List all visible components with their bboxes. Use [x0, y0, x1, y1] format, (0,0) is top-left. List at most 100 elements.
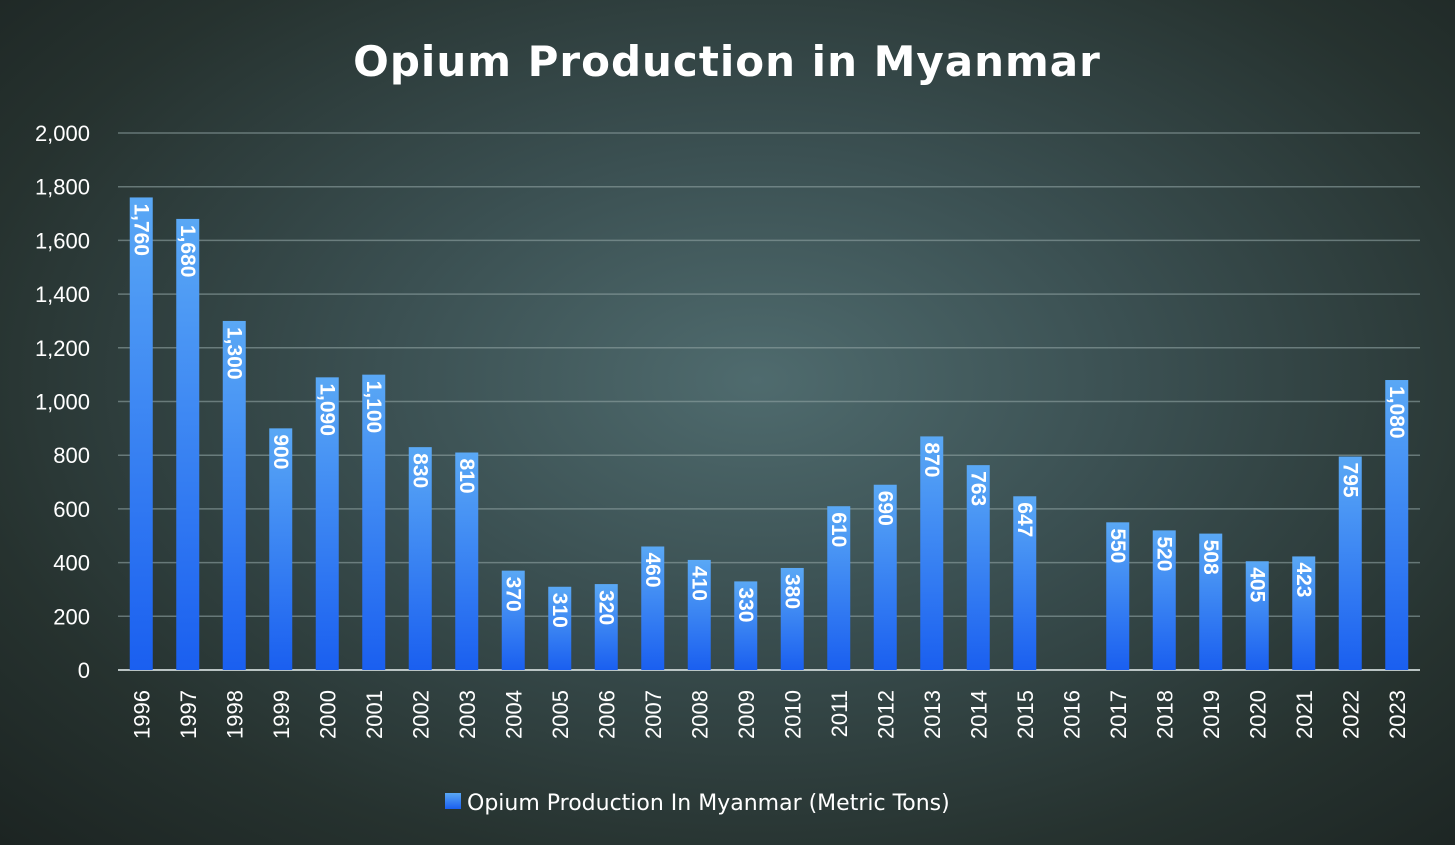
- y-tick-label: 200: [53, 604, 90, 629]
- data-label-2021: 423: [1292, 562, 1315, 597]
- x-tick-label: 2005: [548, 690, 573, 739]
- x-tick-label: 2022: [1338, 690, 1363, 739]
- x-tick-label: 2014: [966, 690, 991, 739]
- bar-2010: [780, 567, 804, 670]
- x-tick-label: 2009: [734, 690, 759, 739]
- x-tick-label: 2013: [920, 690, 945, 739]
- x-tick-label: 2003: [455, 690, 480, 739]
- data-label-2012: 690: [873, 491, 896, 526]
- bar-1998: [222, 320, 246, 670]
- x-tick-label: 2010: [780, 690, 805, 739]
- y-tick-label: 1,200: [35, 336, 90, 361]
- y-tick-label: 0: [78, 658, 90, 683]
- bar-2014: [966, 465, 990, 670]
- bar-2005: [548, 586, 572, 670]
- x-tick-label: 2006: [594, 690, 619, 739]
- bar-2013: [920, 436, 944, 670]
- bar-1997: [176, 218, 200, 671]
- x-tick-label: 1996: [129, 690, 154, 739]
- y-tick-label: 600: [53, 497, 90, 522]
- y-tick-label: 800: [53, 443, 90, 468]
- x-tick-label: 1997: [176, 690, 201, 739]
- y-tick-label: 1,600: [35, 228, 90, 253]
- bar-2019: [1199, 533, 1223, 670]
- data-label-2010: 380: [780, 574, 803, 609]
- y-tick-label: 1,400: [35, 282, 90, 307]
- bar-2011: [827, 506, 851, 670]
- data-label-2001: 1,100: [362, 381, 385, 434]
- bar-2017: [1106, 522, 1130, 670]
- bar-2021: [1292, 556, 1316, 670]
- x-tick-label: 1999: [269, 690, 294, 739]
- x-tick-label: 2002: [408, 690, 433, 739]
- x-tick-label: 2007: [641, 690, 666, 739]
- bar-2012: [873, 484, 897, 670]
- data-label-2018: 520: [1152, 536, 1175, 571]
- data-label-1996: 1,760: [129, 203, 152, 256]
- data-label-2005: 310: [548, 593, 571, 628]
- legend-swatch: [445, 793, 461, 809]
- bar-2006: [594, 584, 618, 670]
- data-label-2003: 810: [455, 459, 478, 494]
- chart-title: Opium Production in Myanmar: [353, 37, 1101, 86]
- bar-2023: [1385, 380, 1409, 670]
- bar-2004: [501, 570, 525, 670]
- bar-2003: [455, 452, 479, 670]
- data-label-2008: 410: [687, 566, 710, 601]
- x-tick-label: 2018: [1152, 690, 1177, 739]
- x-tick-label: 2020: [1245, 690, 1270, 739]
- bar-2015: [1013, 496, 1037, 670]
- x-tick-label: 2011: [827, 690, 852, 737]
- y-tick-label: 1,000: [35, 390, 90, 415]
- bar-1996: [129, 197, 153, 670]
- bars: [129, 197, 1409, 671]
- x-tick-label: 2015: [1013, 690, 1038, 739]
- x-tick-label: 2004: [501, 690, 526, 739]
- data-label-1997: 1,680: [176, 225, 199, 278]
- data-label-2015: 647: [1013, 502, 1036, 537]
- data-label-1998: 1,300: [222, 327, 245, 380]
- x-tick-label: 2000: [315, 690, 340, 739]
- x-tick-label: 1998: [222, 690, 247, 739]
- y-axis-ticks: 0 200 400 600 800 1,000 1,200 1,400 1,600 1,800 2,…: [35, 121, 90, 683]
- bar-1999: [269, 428, 293, 670]
- x-tick-label: 2016: [1059, 690, 1084, 739]
- data-label-2013: 870: [920, 442, 943, 477]
- x-tick-label: 2023: [1385, 690, 1410, 739]
- data-label-2020: 405: [1245, 567, 1268, 602]
- data-label-2009: 330: [734, 587, 757, 622]
- bar-2001: [362, 374, 386, 670]
- x-tick-label: 2017: [1106, 690, 1131, 739]
- data-label-2022: 795: [1338, 463, 1361, 498]
- bar-2000: [315, 377, 339, 670]
- legend-label: Opium Production In Myanmar (Metric Tons…: [467, 791, 950, 816]
- data-label-2014: 763: [966, 471, 989, 506]
- y-tick-label: 2,000: [35, 121, 90, 146]
- x-tick-label: 2001: [362, 690, 387, 739]
- bar-2020: [1245, 561, 1269, 670]
- x-tick-label: 2012: [873, 690, 898, 739]
- data-label-2023: 1,080: [1385, 386, 1408, 439]
- data-label-1999: 900: [269, 434, 292, 469]
- data-label-2011: 610: [827, 512, 850, 547]
- data-labels: 1,760 1,680 1,300 900 1,090 1,100 830 810 370 310…: [129, 203, 1408, 627]
- gridlines: [118, 132, 1420, 671]
- data-label-2006: 320: [594, 590, 617, 625]
- bar-2009: [734, 581, 758, 670]
- data-label-2007: 460: [641, 552, 664, 587]
- x-tick-label: 2021: [1292, 690, 1317, 739]
- x-tick-label: 2008: [687, 690, 712, 739]
- x-tick-label: 2019: [1199, 690, 1224, 739]
- bar-2007: [641, 546, 665, 670]
- bar-2022: [1338, 456, 1362, 670]
- data-label-2019: 508: [1199, 540, 1222, 575]
- data-label-2000: 1,090: [315, 383, 338, 436]
- legend: Opium Production In Myanmar (Metric Tons…: [445, 791, 950, 816]
- x-axis-ticks: 1996 1997 1998 1999 2000 2001 2002 2003 2004 2005…: [129, 690, 1410, 739]
- bar-2002: [408, 447, 432, 670]
- bar-2018: [1152, 530, 1176, 670]
- data-label-2004: 370: [501, 577, 524, 612]
- bar-2008: [687, 559, 711, 670]
